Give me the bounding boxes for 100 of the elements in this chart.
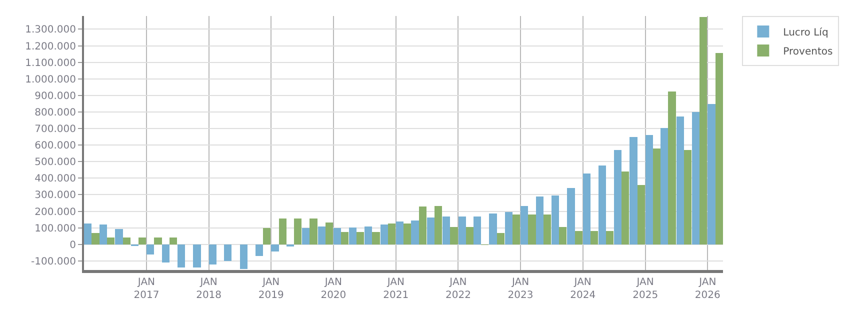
bar: [660, 128, 668, 244]
y-tick-label: 500.000: [34, 157, 76, 168]
y-tick-label: 400.000: [34, 174, 76, 185]
bar: [92, 232, 100, 244]
bar: [122, 237, 130, 244]
bar: [208, 244, 216, 265]
bar: [348, 227, 356, 244]
legend-label: Lucro Líq: [783, 27, 828, 38]
bar: [552, 195, 560, 244]
bar: [559, 227, 567, 244]
bar: [240, 244, 248, 270]
x-tick-label: JAN 2024: [570, 277, 596, 301]
bar: [692, 112, 700, 244]
bar: [528, 214, 536, 244]
bar: [536, 196, 544, 244]
bar: [341, 232, 349, 244]
bar: [442, 216, 450, 244]
x-tick-label: JAN 2023: [508, 277, 534, 301]
bar: [271, 244, 279, 252]
bar: [107, 237, 115, 244]
bar: [418, 206, 426, 244]
bar: [668, 91, 676, 244]
legend-label: Proventos: [783, 46, 833, 58]
y-tick-label: 700.000: [34, 124, 76, 136]
bar: [388, 223, 396, 244]
bar: [318, 226, 326, 244]
bar: [622, 171, 630, 244]
y-tick-label: 100.000: [34, 223, 76, 234]
bar: [224, 244, 232, 261]
bar: [496, 232, 504, 244]
bar: [458, 216, 466, 244]
bar: [684, 150, 692, 244]
x-tick-label: JAN 2025: [632, 277, 658, 301]
y-tick-label: 300.000: [34, 190, 76, 202]
bar: [426, 218, 434, 244]
bar: [489, 214, 497, 244]
bar: [372, 232, 380, 244]
y-tick-label: -100.000: [31, 256, 76, 268]
bar: [263, 228, 271, 244]
bar: [334, 228, 342, 244]
bar: [512, 214, 520, 244]
bar: [177, 244, 186, 268]
bar: [404, 223, 412, 244]
bar: [154, 237, 162, 244]
bar: [637, 184, 645, 244]
bar: [138, 237, 146, 244]
bar: [84, 224, 92, 244]
y-tick-label: 900.000: [34, 90, 76, 102]
y-tick-label: 1.100.000: [25, 58, 76, 69]
y-tick-label: 600.000: [34, 140, 76, 152]
bar: [645, 134, 654, 244]
bar: [653, 148, 661, 244]
bar: [520, 206, 528, 244]
bar: [411, 220, 419, 244]
bar: [473, 216, 482, 244]
bar: [356, 232, 364, 244]
y-tick-label: 200.000: [34, 206, 76, 218]
bar: [708, 104, 716, 244]
y-tick-label: 1.300.000: [25, 24, 76, 36]
bar: [255, 244, 264, 256]
bar: [543, 214, 551, 244]
bar: [169, 237, 177, 244]
bar: [380, 224, 388, 244]
bar: [574, 230, 582, 244]
x-tick-label: JAN 2018: [196, 277, 222, 301]
bar: [630, 136, 638, 244]
bar: [146, 244, 154, 254]
bar: [325, 222, 333, 244]
bar: [590, 230, 598, 244]
x-tick-label: JAN 2017: [134, 277, 160, 301]
bar: [302, 228, 310, 244]
bar: [396, 222, 404, 244]
bar: [567, 188, 575, 244]
bar: [504, 212, 512, 244]
bar: [99, 224, 108, 244]
x-tick-label: JAN 2021: [383, 277, 409, 301]
y-tick-label: 1.200.000: [25, 41, 76, 52]
bar: [310, 218, 318, 244]
bar: [294, 218, 302, 244]
bar: [598, 166, 606, 244]
bar: [582, 173, 591, 244]
bar: [614, 150, 622, 244]
bar: [364, 226, 372, 244]
bar: [606, 230, 614, 244]
bar: [162, 244, 170, 263]
bar: [193, 244, 201, 268]
y-tick-label: 800.000: [34, 107, 76, 118]
x-tick-label: JAN 2020: [320, 277, 346, 301]
bar: [715, 53, 723, 244]
bar: [676, 116, 684, 244]
x-tick-label: JAN 2022: [445, 277, 471, 301]
bar: [700, 17, 708, 244]
y-tick-label: 0: [70, 240, 76, 251]
x-tick-label: JAN 2026: [694, 277, 720, 301]
bar: [466, 227, 474, 244]
bar: [434, 206, 442, 244]
x-tick-label: JAN 2019: [258, 277, 284, 301]
bar: [278, 218, 286, 244]
bar: [115, 229, 123, 244]
y-tick-label: 1.000.000: [25, 74, 76, 86]
